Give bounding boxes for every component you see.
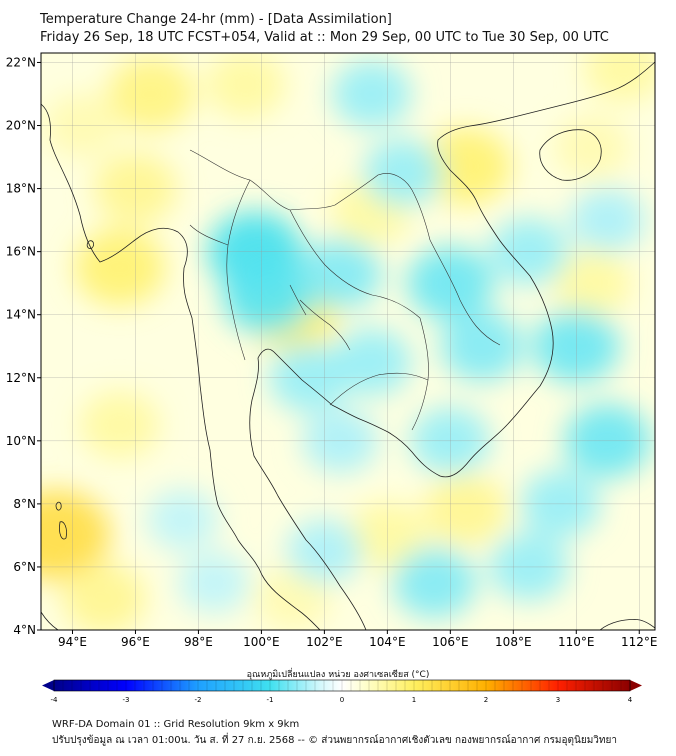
update-credit: ปรับปรุงข้อมูล ณ เวลา 01:00น. วัน ส. ที่…	[52, 735, 617, 746]
colorbar-tick-label: -2	[195, 696, 202, 704]
field-blob	[331, 328, 412, 396]
field-blob	[206, 53, 286, 119]
lon-label: 104°E	[369, 635, 406, 649]
field-blob	[440, 310, 524, 382]
lat-label: 20°N	[6, 119, 36, 133]
colorbar-tick-label: 0	[340, 696, 344, 704]
temperature-change-map: 22°N 20°N 18°N 16°N 14°N 12°N 10°N 8°N 6°N 4°N 94…	[6, 52, 658, 704]
lon-label: 108°E	[495, 635, 532, 649]
colorbar-min-extend	[42, 680, 54, 691]
lat-label: 4°N	[13, 623, 36, 637]
map-frame	[40, 52, 656, 631]
colorbar-outline	[53, 679, 631, 692]
field-blob	[554, 115, 630, 180]
lat-label: 12°N	[6, 371, 36, 385]
field-blob	[569, 187, 646, 253]
map-title: Temperature Change 24-hr (mm) - [Data As…	[40, 12, 392, 27]
longitude-labels: 94°E 96°E 98°E 100°E 102°E 104°E 106°E 108°E 110…	[58, 630, 658, 649]
field-blob	[107, 57, 195, 131]
lat-label: 10°N	[6, 434, 36, 448]
colorbar-max-extend	[630, 680, 642, 691]
colorbar-tick-label: -3	[123, 696, 130, 704]
lat-label: 6°N	[13, 560, 36, 574]
lon-label: 96°E	[121, 635, 150, 649]
colorbar-tick-label: 4	[628, 696, 633, 704]
graticule	[41, 53, 655, 630]
lon-label: 100°E	[243, 635, 280, 649]
colorbar-tick-label: -4	[51, 696, 59, 704]
lat-label: 14°N	[6, 308, 36, 322]
field-blob	[393, 547, 477, 619]
colorbar-tick-label: 1	[412, 696, 416, 704]
lon-label: 98°E	[184, 635, 213, 649]
latitude-labels: 22°N 20°N 18°N 16°N 14°N 12°N 10°N 8°N 6°N 4°N	[6, 55, 41, 637]
field-blob	[146, 489, 219, 551]
field-blob	[178, 552, 251, 614]
colorbar-tick-label: -1	[267, 696, 274, 704]
lon-label: 106°E	[432, 635, 469, 649]
field-blob	[363, 139, 443, 207]
temperature-field	[41, 53, 655, 630]
colorbar-gradient	[54, 680, 630, 691]
country-borders	[189, 149, 501, 431]
field-blob	[298, 238, 382, 310]
field-blob	[41, 490, 110, 581]
lon-label: 102°E	[306, 635, 343, 649]
lon-label: 110°E	[558, 635, 595, 649]
field-blob	[80, 391, 160, 459]
lat-label: 18°N	[6, 182, 36, 196]
colorbar: -4 -3 -2 -1 0 1 2 3 4	[42, 679, 642, 704]
field-blob	[420, 127, 512, 206]
field-blob	[552, 249, 632, 317]
field-blob	[424, 474, 508, 546]
lat-label: 8°N	[13, 497, 36, 511]
lat-label: 16°N	[6, 245, 36, 259]
lon-label: 94°E	[58, 635, 87, 649]
colorbar-tick-label: 3	[556, 696, 560, 704]
field-blob	[331, 60, 412, 128]
colorbar-tick-label: 2	[484, 696, 488, 704]
colorbar-title: อุณหภูมิเปลี่ยนแปลง หน่วย องศาเซลเซียส (…	[246, 670, 430, 680]
field-blob	[583, 53, 655, 103]
coastlines	[41, 61, 655, 630]
map-subtitle: Friday 26 Sep, 18 UTC FCST+054, Valid at…	[40, 30, 609, 45]
field-blob	[62, 563, 146, 630]
model-info: WRF-DA Domain 01 :: Grid Resolution 9km …	[52, 719, 300, 730]
field-blob	[222, 257, 314, 335]
lat-label: 22°N	[6, 55, 36, 69]
field-blob	[74, 228, 166, 306]
field-blob	[255, 566, 331, 630]
lon-label: 112°E	[621, 635, 658, 649]
